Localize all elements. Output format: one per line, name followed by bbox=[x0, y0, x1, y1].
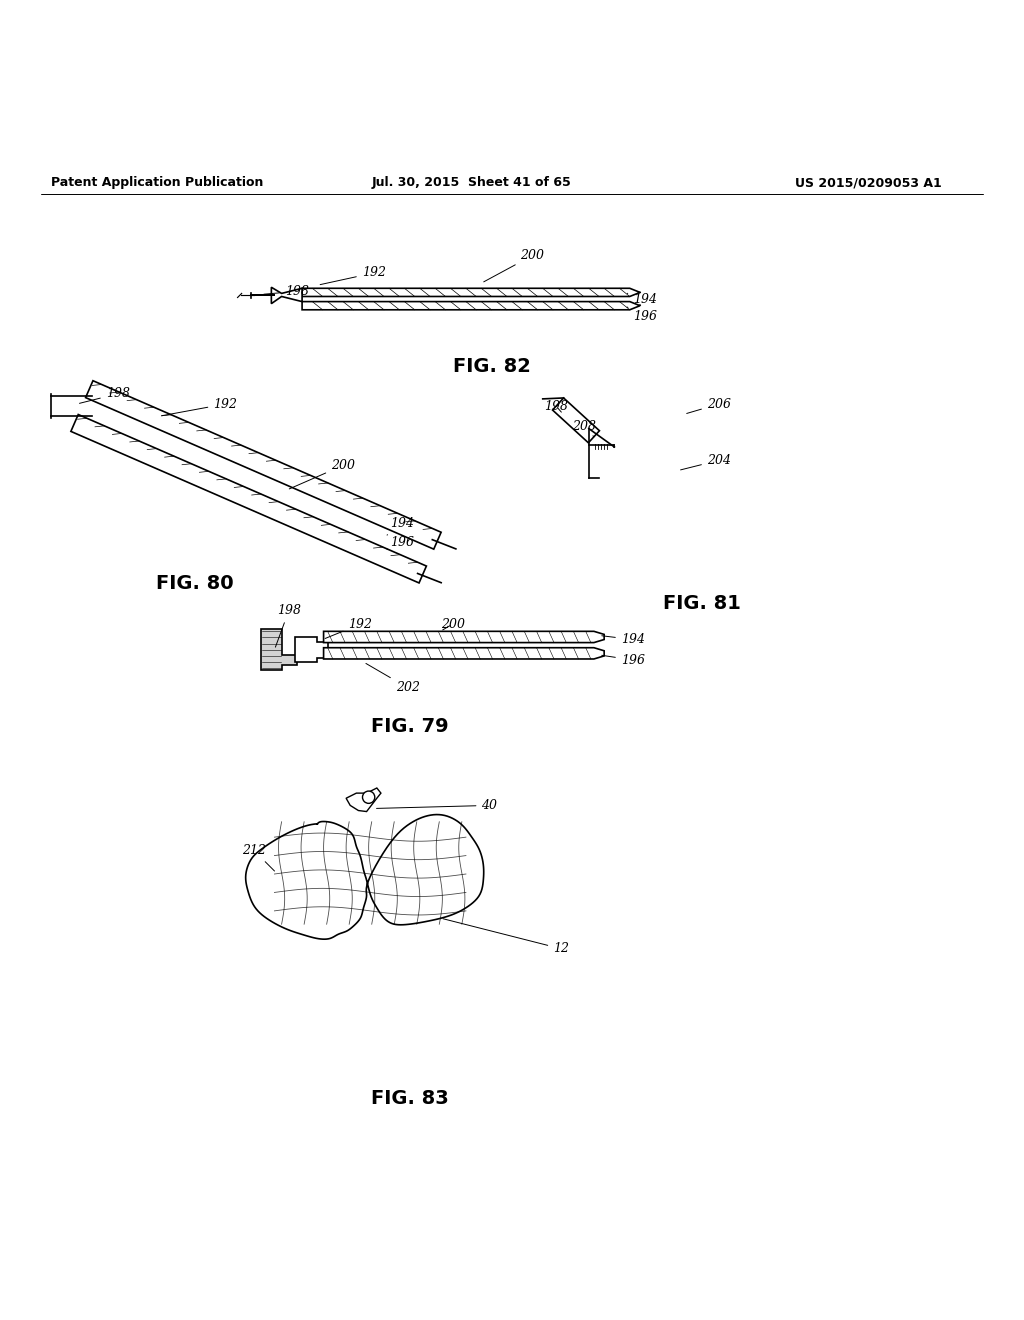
Text: 208: 208 bbox=[571, 420, 596, 437]
Circle shape bbox=[362, 791, 375, 804]
Text: FIG. 82: FIG. 82 bbox=[453, 356, 530, 376]
Polygon shape bbox=[553, 397, 599, 442]
Text: FIG. 79: FIG. 79 bbox=[371, 717, 449, 737]
Text: 12: 12 bbox=[443, 919, 569, 956]
Text: 200: 200 bbox=[289, 459, 355, 488]
Text: 192: 192 bbox=[162, 397, 238, 416]
Text: 198: 198 bbox=[264, 285, 309, 298]
Text: 196: 196 bbox=[627, 308, 657, 323]
Polygon shape bbox=[324, 631, 604, 643]
Text: 194: 194 bbox=[602, 634, 645, 645]
Text: 192: 192 bbox=[326, 618, 373, 639]
Text: US 2015/0209053 A1: US 2015/0209053 A1 bbox=[796, 177, 942, 189]
Text: 196: 196 bbox=[387, 536, 415, 549]
Text: 204: 204 bbox=[681, 454, 731, 470]
Polygon shape bbox=[261, 630, 297, 671]
Text: 202: 202 bbox=[366, 664, 420, 694]
Text: FIG. 83: FIG. 83 bbox=[371, 1089, 449, 1107]
Text: 194: 194 bbox=[387, 517, 415, 535]
Text: 194: 194 bbox=[628, 293, 657, 306]
Polygon shape bbox=[302, 288, 640, 297]
Text: 212: 212 bbox=[242, 843, 274, 871]
Text: 196: 196 bbox=[602, 653, 645, 667]
Polygon shape bbox=[271, 288, 302, 304]
Text: Patent Application Publication: Patent Application Publication bbox=[51, 177, 263, 189]
Polygon shape bbox=[324, 648, 604, 659]
Text: 200: 200 bbox=[483, 249, 545, 282]
Text: 198: 198 bbox=[80, 387, 130, 404]
Text: 198: 198 bbox=[544, 400, 568, 413]
Text: 206: 206 bbox=[687, 397, 731, 413]
Text: 198: 198 bbox=[275, 605, 301, 647]
Polygon shape bbox=[346, 788, 381, 812]
Text: FIG. 80: FIG. 80 bbox=[156, 574, 233, 593]
Text: 192: 192 bbox=[321, 267, 386, 285]
Polygon shape bbox=[86, 380, 441, 549]
Polygon shape bbox=[71, 414, 426, 583]
Text: FIG. 81: FIG. 81 bbox=[663, 594, 740, 614]
Polygon shape bbox=[246, 814, 483, 939]
Text: 200: 200 bbox=[440, 618, 465, 631]
Polygon shape bbox=[295, 638, 328, 663]
Text: Jul. 30, 2015  Sheet 41 of 65: Jul. 30, 2015 Sheet 41 of 65 bbox=[371, 177, 571, 189]
Polygon shape bbox=[302, 301, 640, 310]
Text: 40: 40 bbox=[377, 799, 498, 812]
